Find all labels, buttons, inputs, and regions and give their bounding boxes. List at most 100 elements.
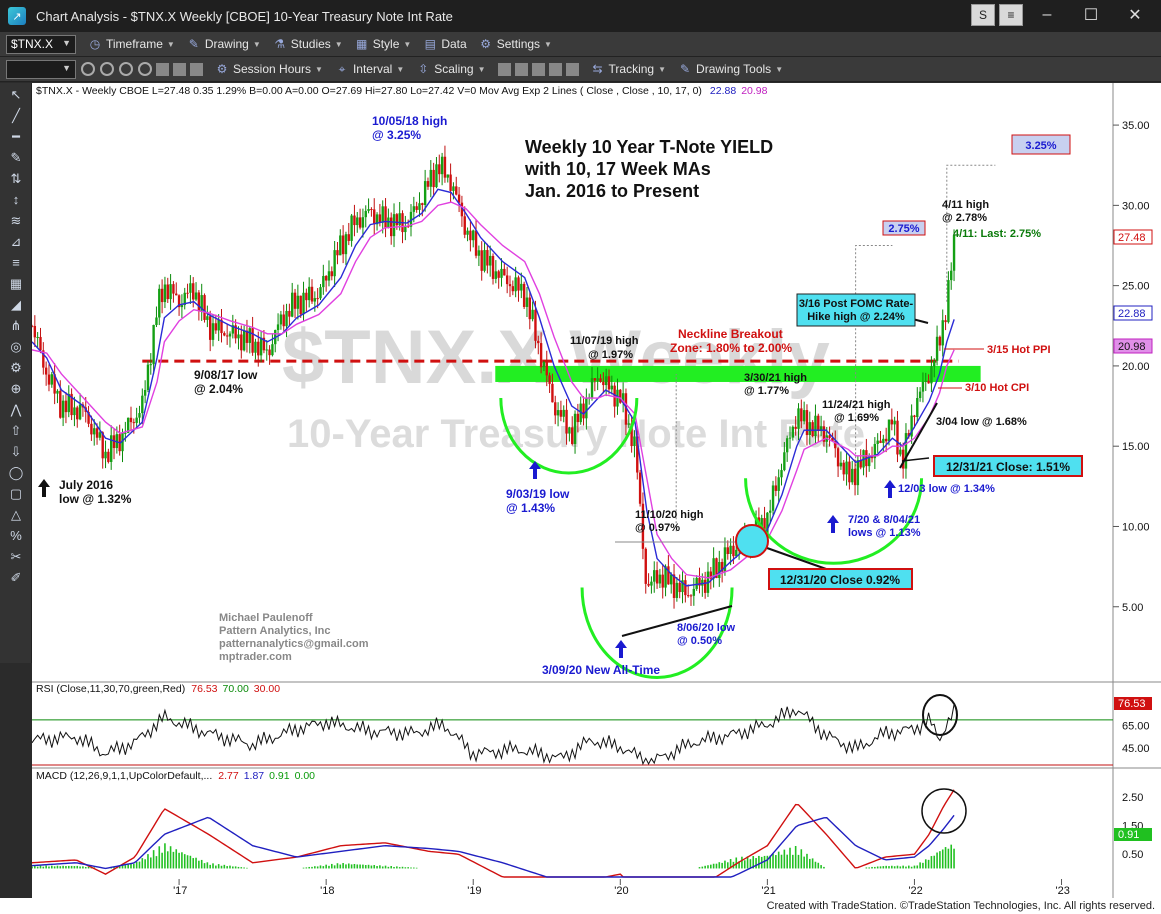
gear-tool-icon[interactable]: ⚙ <box>10 360 22 375</box>
scaling-menu[interactable]: ⇳ Scaling ▼ <box>416 62 485 76</box>
price-bar-body <box>76 407 79 420</box>
scissors-tool-icon[interactable]: ✂ <box>10 549 22 564</box>
arrow-up-tool-icon[interactable]: ⇧ <box>10 423 22 438</box>
chart-area[interactable]: $TNX.X Weekly 10-Year Treasury Note Int … <box>30 83 1161 898</box>
drawing-tools-menu[interactable]: ✎ Drawing Tools ▼ <box>678 62 783 76</box>
watermark-symbol: $TNX.X Weekly <box>282 315 830 400</box>
macd-histogram-bar <box>721 862 723 869</box>
macd-histogram-bar <box>56 865 59 869</box>
price-bar-body <box>330 271 334 277</box>
zoom-out-icon[interactable] <box>565 62 579 76</box>
gann-tool-icon[interactable]: ▦ <box>9 276 23 291</box>
fib-tool-icon[interactable]: ≋ <box>10 213 22 228</box>
chevron-down-icon: ▼ <box>396 64 405 74</box>
macd-histogram-bar <box>237 866 240 869</box>
macd-histogram-bar <box>803 856 805 869</box>
ellipse-tool-icon[interactable]: ◯ <box>8 465 24 480</box>
tool-circle-icon[interactable] <box>81 62 95 76</box>
tool-circle-icon[interactable] <box>100 62 114 76</box>
data-menu[interactable]: ▤ Data <box>423 37 467 51</box>
price-bar-body <box>160 288 164 303</box>
close-button[interactable]: ✕ <box>1115 4 1155 26</box>
drawing-menu[interactable]: ✎ Drawing ▼ <box>187 37 261 51</box>
guide-325 <box>946 164 996 302</box>
price-bar-body <box>822 426 826 442</box>
symbol-input[interactable]: $TNX.X ▼ <box>6 34 76 54</box>
tool-square-icon[interactable] <box>190 62 203 76</box>
macd-histogram-bar <box>67 865 70 869</box>
minimize-button[interactable]: – <box>1027 4 1067 26</box>
tool-circle-icon[interactable] <box>138 62 152 76</box>
arrow-down-tool-icon[interactable]: ⇩ <box>10 444 22 459</box>
price-bar-body <box>582 403 585 419</box>
macd-histogram-bar <box>401 866 404 869</box>
close-2021-box <box>933 455 1083 477</box>
pointer-tool-icon[interactable]: ↖ <box>10 87 22 102</box>
menu-button[interactable]: ≡ <box>999 4 1023 26</box>
price-bar-body <box>101 432 104 459</box>
regression-tool-icon[interactable]: ◢ <box>11 297 21 312</box>
line-style-icon[interactable] <box>531 62 545 76</box>
price-bar-body <box>873 443 877 459</box>
price-bar-body <box>791 426 795 438</box>
settings-menu[interactable]: ⚙ Settings ▼ <box>479 37 552 51</box>
macd-histogram-bar <box>53 866 56 869</box>
brush-tool-icon[interactable]: ✎ <box>10 150 22 165</box>
pitchfork-tool-icon[interactable]: ⋔ <box>10 318 22 333</box>
interval-label: Interval <box>352 62 393 76</box>
price-bar-body <box>302 292 305 315</box>
candle-style-icon[interactable] <box>514 62 528 76</box>
maximize-button[interactable]: ☐ <box>1071 4 1111 26</box>
price-bar-body <box>138 413 141 418</box>
percent-tool-icon[interactable]: % <box>10 528 22 543</box>
style-menu[interactable]: ▦ Style ▼ <box>355 37 411 51</box>
horizontal-line-tool-icon[interactable]: ━ <box>12 129 20 144</box>
target-tool-icon[interactable]: ◎ <box>10 339 22 354</box>
measure-tool-icon[interactable]: ⊿ <box>10 234 22 249</box>
scaling-label: Scaling <box>434 62 474 76</box>
trendline-tool-icon[interactable]: ╱ <box>12 108 20 123</box>
rsi-value-tag-text: 76.53 <box>1118 698 1146 710</box>
tool-square-icon[interactable] <box>173 62 186 76</box>
macd-histogram-bar <box>186 855 189 869</box>
price-bar-body <box>186 292 189 294</box>
edit-tool-icon[interactable]: ✐ <box>10 570 22 585</box>
macd-tick-label: 2.50 <box>1122 792 1143 804</box>
price-bar-body <box>918 391 922 399</box>
tool-square-icon[interactable] <box>156 62 169 76</box>
price-bar-body <box>834 441 837 449</box>
price-bar-body <box>709 571 713 579</box>
rsi-highlight-circle <box>922 694 958 736</box>
triangle-tool-icon[interactable]: △ <box>11 507 21 522</box>
chart-svg[interactable]: $TNX.X Weekly 10-Year Treasury Note Int … <box>30 83 1161 898</box>
arrow-tool-icon[interactable]: ↕ <box>12 192 20 207</box>
window-link-select[interactable]: ▼ <box>6 59 76 79</box>
tracking-menu[interactable]: ⇆ Tracking ▼ <box>591 62 667 76</box>
zigzag-tool-icon[interactable]: ⋀ <box>10 402 22 417</box>
bar-style-icon[interactable] <box>497 62 511 76</box>
zoom-in-icon[interactable] <box>548 62 562 76</box>
tool-circle-icon[interactable] <box>119 62 133 76</box>
price-bar-body <box>520 283 523 291</box>
timeframe-menu[interactable]: ◷ Timeframe ▼ <box>88 37 175 51</box>
channel-tool-icon[interactable]: ⇅ <box>10 171 22 186</box>
studies-menu[interactable]: ⚗ Studies ▼ <box>273 37 343 51</box>
price-bar-body <box>630 423 633 447</box>
chevron-down-icon: ▼ <box>334 39 343 49</box>
cycle-tool-icon[interactable]: ⊕ <box>10 381 22 396</box>
session-hours-menu[interactable]: ⚙ Session Hours ▼ <box>215 62 323 76</box>
text-tool-icon[interactable]: ≡ <box>12 255 20 270</box>
macd-histogram-bar <box>362 864 364 869</box>
price-bar-body <box>590 378 594 398</box>
interval-menu[interactable]: ⌖ Interval ▼ <box>335 62 405 76</box>
price-bar-body <box>930 366 933 384</box>
price-bar-body <box>647 583 650 586</box>
drawing-tools-icon: ✎ <box>680 62 691 76</box>
symbol-link-button[interactable]: S <box>971 4 995 26</box>
price-bar-body <box>152 324 155 365</box>
macd-histogram-bar <box>927 859 930 869</box>
price-bar-body <box>313 298 317 302</box>
rectangle-tool-icon[interactable]: ▢ <box>9 486 23 501</box>
drawing-label: Drawing <box>204 37 249 51</box>
level-325-text: 3.25% <box>1025 140 1056 152</box>
